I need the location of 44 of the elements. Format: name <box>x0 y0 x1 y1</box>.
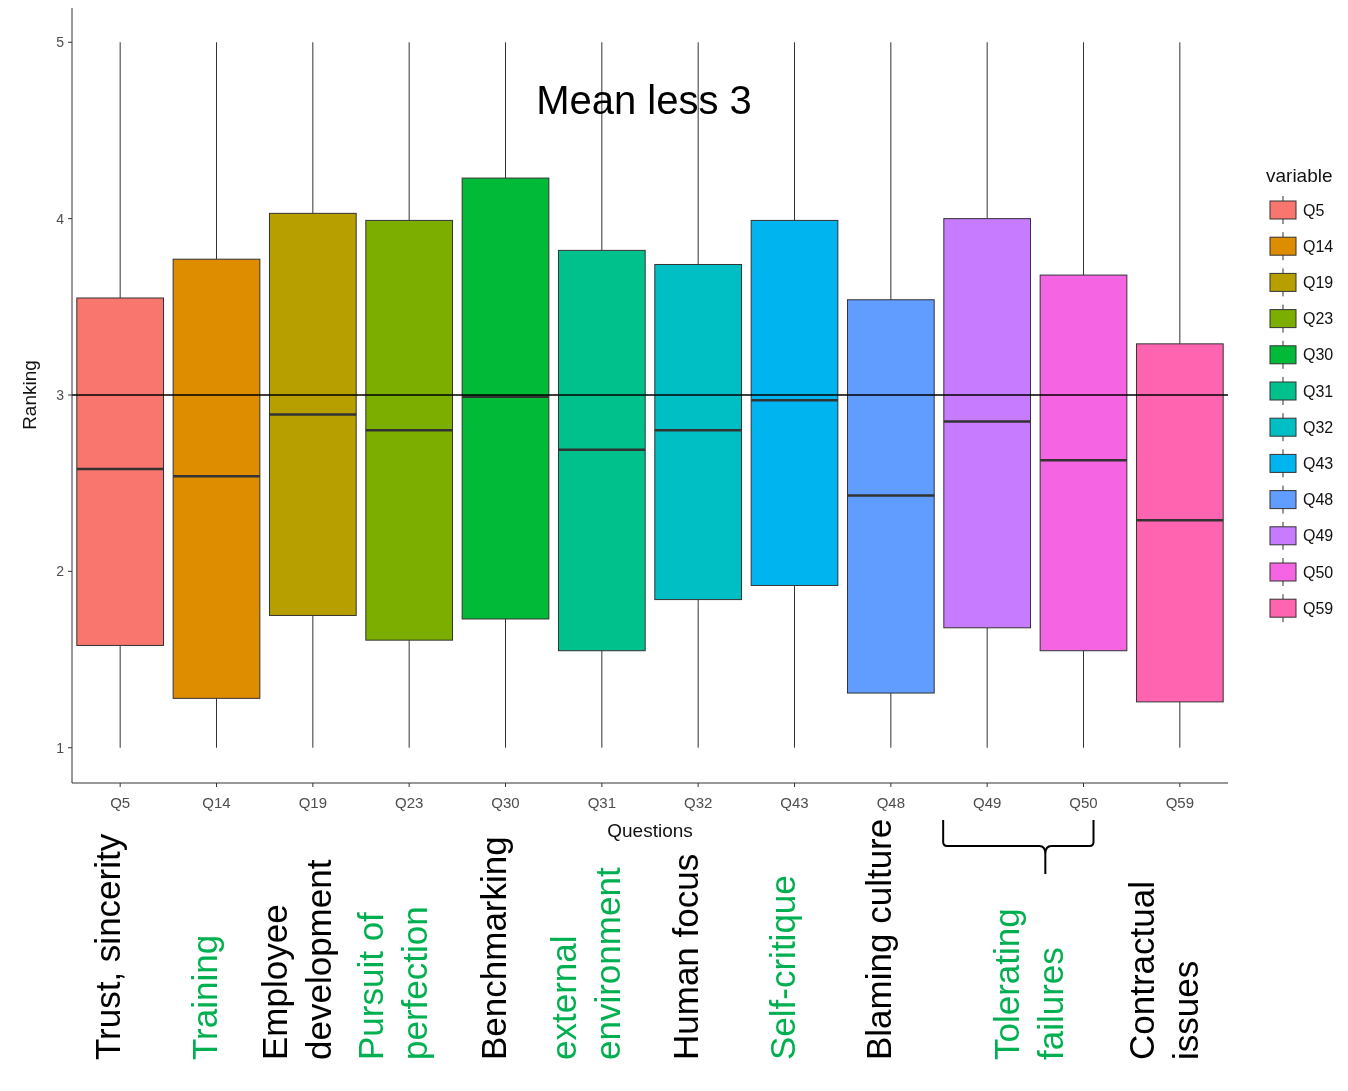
text: Employee development <box>254 859 338 1060</box>
x-tick-label: Q14 <box>202 794 231 811</box>
text: Contractual issues <box>1121 881 1205 1060</box>
x-tick-label: Q19 <box>298 794 328 811</box>
legend-title: variable <box>1266 165 1333 186</box>
x-tick-label: Q23 <box>394 794 424 811</box>
y-tick-label: 2 <box>56 563 65 580</box>
legend-label: Q49 <box>1303 527 1334 545</box>
legend-label: Q5 <box>1303 201 1325 219</box>
x-tick-label: Q32 <box>683 794 713 811</box>
legend-label: Q19 <box>1303 274 1334 291</box>
y-tick-label: 5 <box>56 34 65 51</box>
legend-label: Q30 <box>1303 346 1334 364</box>
legend-label: Q32 <box>1303 418 1334 436</box>
x-tick-label: Q5 <box>110 794 131 811</box>
legend-label: Q31 <box>1303 382 1334 400</box>
legend-label: Q14 <box>1303 237 1334 255</box>
annotation: Mean less 3 <box>536 78 752 122</box>
legend-label: Q43 <box>1303 455 1334 472</box>
y-tick-label: 1 <box>56 739 65 756</box>
legend-label: Q23 <box>1303 310 1334 328</box>
text: Blaming culture <box>858 818 898 1060</box>
y-axis-title: Ranking <box>19 360 40 430</box>
x-tick-label: Q30 <box>491 794 520 811</box>
legend-label: Q50 <box>1303 563 1334 581</box>
x-tick-label: Q31 <box>587 794 617 811</box>
legend-label: Q48 <box>1303 491 1334 509</box>
text: Training <box>184 934 224 1060</box>
x-tick-label: Q49 <box>972 794 1002 811</box>
y-tick-label: 3 <box>56 386 65 403</box>
text: Tolerating failures <box>987 908 1071 1060</box>
x-tick-label: Q50 <box>1069 794 1098 811</box>
text: external environment <box>543 867 627 1060</box>
x-tick-label: Q43 <box>780 794 809 811</box>
legend-label: Q59 <box>1303 599 1334 617</box>
text: Benchmarking <box>473 836 513 1060</box>
x-axis-title: Questions <box>607 820 693 841</box>
y-tick-label: 4 <box>56 210 65 227</box>
text: Self-critique <box>762 875 802 1060</box>
text: Trust, sincerity <box>88 833 128 1060</box>
x-tick-label: Q59 <box>1165 794 1195 811</box>
text: Pursuit of perfection <box>351 906 435 1060</box>
x-tick-label: Q48 <box>876 794 906 811</box>
text: Human focus <box>666 853 706 1060</box>
